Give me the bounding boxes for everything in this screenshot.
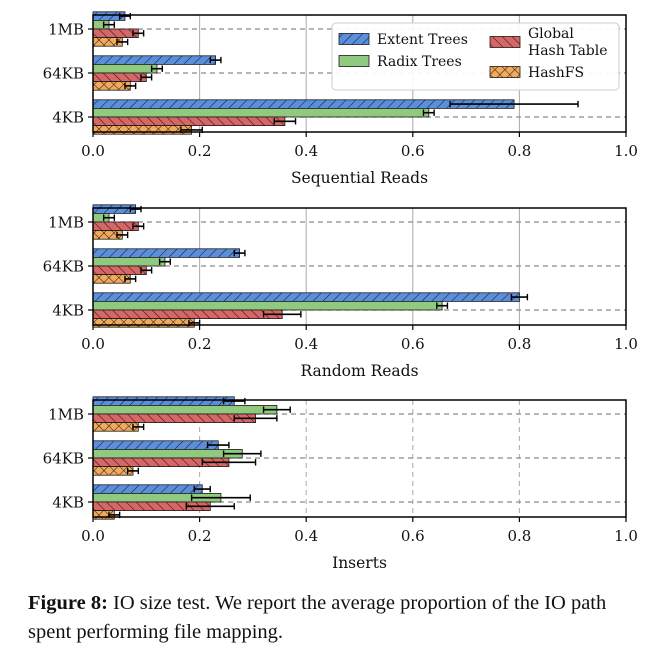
x-tick-label: 0.2	[188, 527, 212, 545]
bar-hatch	[93, 204, 136, 214]
bar-hatch	[93, 274, 131, 284]
x-tick-label: 0.8	[507, 335, 531, 353]
bar-hatch	[93, 458, 229, 467]
x-tick-label: 1.0	[614, 335, 638, 353]
x-tick-label: 0.0	[81, 335, 105, 353]
y-tick-label: 64KB	[43, 258, 84, 276]
legend-label: Global Hash Table	[528, 26, 608, 59]
x-tick-label: 0.4	[294, 335, 318, 353]
bar-hatch	[93, 484, 203, 494]
chart-legend: Extent Trees Radix Trees Global Hash Table H…	[331, 22, 620, 91]
bar-hatch	[93, 502, 211, 511]
legend-swatch-hatch	[490, 36, 520, 48]
y-tick-label: 1MB	[48, 214, 84, 232]
legend-swatch-hatch	[490, 66, 520, 78]
x-axis-label: Random Reads	[300, 362, 418, 380]
x-tick-label: 0.4	[294, 142, 318, 160]
legend-label: HashFS	[528, 65, 584, 81]
x-tick-label: 0.2	[188, 335, 212, 353]
chart-panel-3: 1MB 64KB 4KB 0.0 0.2 0.4 0.6 0.8 1.0 Inserts	[43, 396, 638, 572]
bar-hatch	[93, 422, 139, 432]
figure-chart-area: 1MB 64KB 4KB 0.0 0.2 0.4 0.6 0.8 1.0 Sequential R…	[43, 11, 638, 572]
x-tick-label: 0.6	[401, 527, 425, 545]
legend-swatch	[338, 55, 370, 67]
bar-hatch	[93, 55, 216, 65]
bar-hatch	[93, 440, 219, 450]
bar-hatch	[93, 37, 123, 47]
bar-hatch	[93, 230, 123, 240]
legend-label: Radix Trees	[377, 54, 462, 70]
y-tick-label: 4KB	[52, 302, 84, 320]
bar-hatch	[93, 266, 147, 275]
bar-radix-trees	[92, 448, 243, 459]
y-tick-label: 4KB	[52, 494, 84, 512]
bar-hatch	[93, 125, 192, 135]
x-tick-label: 1.0	[614, 527, 638, 545]
y-tick-label: 1MB	[48, 21, 84, 39]
x-tick-label: 0.8	[507, 142, 531, 160]
x-tick-label: 1.0	[614, 142, 638, 160]
bar-hatch	[93, 466, 133, 476]
y-tick-label: 4KB	[52, 109, 84, 127]
y-tick-label: 64KB	[43, 65, 84, 83]
x-tick-label: 0.2	[188, 142, 212, 160]
caption-label: Figure 8:	[28, 592, 108, 614]
x-tick-label: 0.0	[81, 142, 105, 160]
x-axis-label: Sequential Reads	[291, 169, 428, 187]
bar-radix-trees	[92, 64, 158, 74]
x-tick-label: 0.4	[294, 527, 318, 545]
bar-radix-trees	[92, 300, 443, 311]
bar-hatch	[93, 292, 520, 302]
bar-hatch	[93, 73, 147, 82]
x-tick-label: 0.6	[401, 142, 425, 160]
bar-radix-trees	[92, 404, 278, 415]
bar-hatch	[93, 117, 285, 126]
bar-hatch	[93, 11, 125, 21]
bar-hatch	[93, 310, 283, 319]
figure-caption: Figure 8: IO size test. We report the av…	[28, 589, 648, 647]
io-size-test-charts: 1MB 64KB 4KB 0.0 0.2 0.4 0.6 0.8 1.0 Sequential R…	[43, 11, 638, 572]
legend-box	[331, 22, 620, 91]
bar-hatch	[93, 510, 115, 520]
y-tick-label: 64KB	[43, 450, 84, 468]
legend-label: Extent Trees	[377, 32, 468, 48]
bar-hatch	[93, 222, 139, 231]
bar-hatch	[93, 396, 235, 406]
bar-radix-trees	[92, 108, 430, 118]
chart-panel-2: 1MB 64KB 4KB 0.0 0.2 0.4 0.6 0.8 1.0 Random Reads	[43, 204, 638, 380]
caption-text: IO size test. We report the average prop…	[28, 592, 607, 643]
bar-hatch	[93, 29, 139, 38]
bar-hatch	[93, 81, 131, 91]
legend-swatch-hatch	[339, 33, 369, 45]
bar-hatch	[93, 99, 515, 109]
bar-hatch	[93, 414, 256, 423]
bar-hatch	[93, 318, 195, 328]
bar-hatch	[93, 248, 240, 258]
y-tick-label: 1MB	[48, 406, 84, 424]
x-axis-label: Inserts	[332, 554, 387, 572]
x-tick-label: 0.8	[507, 527, 531, 545]
bar-radix-trees	[92, 256, 166, 267]
x-tick-label: 0.6	[401, 335, 425, 353]
x-tick-label: 0.0	[81, 527, 105, 545]
